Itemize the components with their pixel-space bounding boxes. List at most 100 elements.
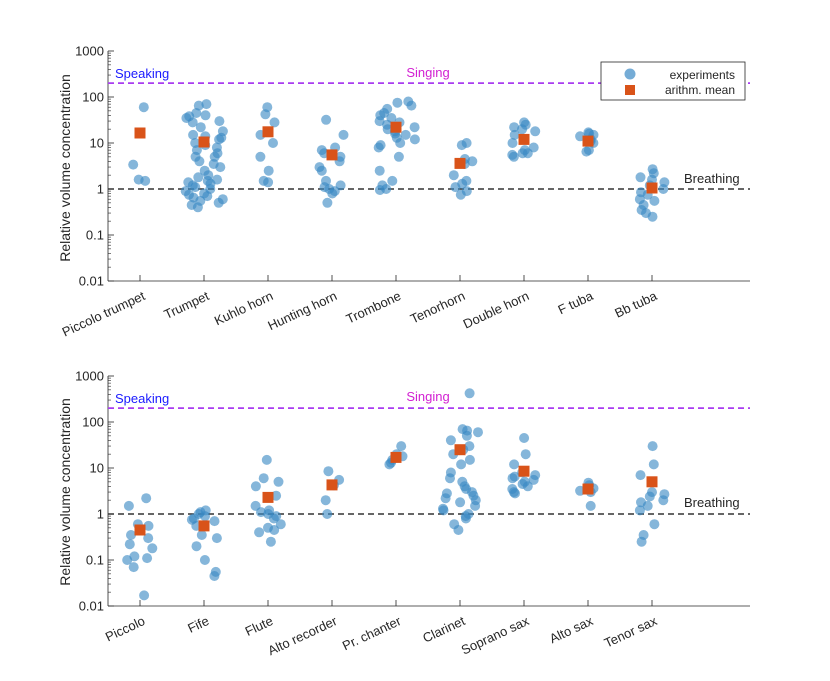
experiment-point: [214, 134, 225, 145]
experiment-point: [456, 140, 467, 151]
experiment-point: [520, 449, 531, 460]
experiment-point: [269, 525, 280, 535]
experiment-point: [261, 454, 272, 465]
experiment-point: [387, 175, 398, 186]
ref-label-singing: Singing: [406, 389, 449, 404]
x-tick-label: Alto recorder: [265, 613, 339, 658]
experiment-point: [320, 495, 331, 506]
y-tick-label: 100: [82, 415, 104, 430]
y-tick-label: 0.1: [86, 553, 104, 568]
x-tick-label: Soprano sax: [459, 613, 532, 658]
x-tick-label: Trombone: [344, 288, 404, 326]
experiment-point: [448, 170, 459, 181]
experiment-point: [530, 126, 541, 137]
experiment-point: [450, 182, 461, 193]
experiment-point: [214, 116, 225, 127]
experiment-point: [636, 536, 647, 547]
experiment-point: [658, 184, 669, 194]
experiment-point: [519, 433, 530, 443]
experiment-point: [128, 562, 139, 573]
experiment-point: [445, 473, 455, 484]
experiment-point: [467, 156, 478, 167]
experiment-point: [268, 138, 278, 148]
y-tick-label: 1000: [75, 369, 104, 384]
experiment-point: [440, 493, 451, 504]
x-tick-label: Pr. chanter: [340, 613, 404, 653]
x-tick-label: Bb tuba: [612, 288, 660, 321]
experiment-point: [464, 454, 475, 465]
experiment-point: [470, 500, 481, 511]
mean-marker: [454, 157, 466, 169]
experiment-point: [322, 509, 333, 519]
experiment-point: [143, 520, 154, 531]
experiment-point: [123, 500, 134, 511]
experiment-point: [141, 493, 152, 504]
ref-label-speaking: Speaking: [115, 391, 169, 406]
experiment-point: [140, 175, 151, 186]
experiment-point: [648, 459, 659, 470]
experiment-point: [373, 142, 384, 153]
mean-marker: [582, 135, 594, 147]
mean-marker: [390, 121, 402, 133]
experiment-point: [265, 536, 276, 547]
experiment-point: [507, 473, 518, 484]
experiment-point: [644, 491, 655, 502]
experiment-point: [338, 129, 349, 140]
x-tick-label: Double horn: [461, 288, 532, 332]
experiment-point: [269, 117, 280, 128]
experiment-point: [128, 159, 139, 170]
experiment-point: [209, 516, 220, 527]
experiment-point: [509, 122, 520, 133]
experiment-point: [199, 555, 210, 565]
experiment-point: [406, 100, 417, 111]
mean-marker: [646, 476, 658, 488]
y-tick-label: 1: [97, 182, 104, 197]
mean-marker: [390, 451, 402, 463]
experiment-point: [139, 590, 150, 601]
experiment-point: [263, 165, 274, 176]
experiment-point: [191, 541, 202, 552]
experiment-point: [395, 138, 406, 148]
experiment-point: [138, 102, 149, 113]
experiment-point: [509, 459, 520, 470]
experiment-point: [327, 188, 338, 199]
experiment-point: [464, 388, 475, 399]
experiment-point: [190, 182, 201, 193]
experiment-point: [126, 530, 136, 540]
experiment-point: [193, 172, 204, 183]
experiment-point: [316, 165, 327, 176]
mean-marker: [454, 444, 466, 456]
legend: experiments arithm. mean: [600, 61, 746, 101]
mean-marker: [198, 520, 210, 532]
experiment-point: [374, 165, 385, 176]
experiment-point: [195, 122, 206, 133]
experiment-point: [211, 533, 222, 544]
experiment-point: [456, 459, 467, 470]
y-tick-label: 1000: [75, 44, 104, 59]
x-tick-label: Trumpet: [161, 288, 211, 322]
experiment-point: [273, 476, 284, 487]
x-tick-label: Flute: [243, 613, 276, 639]
mean-marker: [518, 133, 530, 145]
experiment-point: [209, 571, 220, 581]
experiment-point: [438, 505, 449, 516]
x-tick-label: Fife: [185, 613, 211, 636]
ylabel-woodwind: Relative volume concentration: [57, 398, 73, 586]
experiment-point: [649, 195, 660, 206]
experiment-point: [124, 539, 135, 550]
experiment-point: [393, 151, 404, 162]
experiment-point: [455, 189, 466, 200]
y-tick-label: 1: [97, 507, 104, 522]
legend-experiments-label: experiments: [670, 68, 735, 82]
experiment-point: [508, 151, 519, 162]
experiment-point: [509, 129, 520, 140]
experiment-point: [445, 435, 456, 446]
experiment-point: [374, 116, 385, 127]
experiment-point: [634, 505, 645, 516]
experiment-point: [147, 543, 158, 554]
experiment-point: [409, 122, 420, 133]
experiment-point: [473, 427, 483, 438]
experiment-point: [188, 129, 199, 140]
